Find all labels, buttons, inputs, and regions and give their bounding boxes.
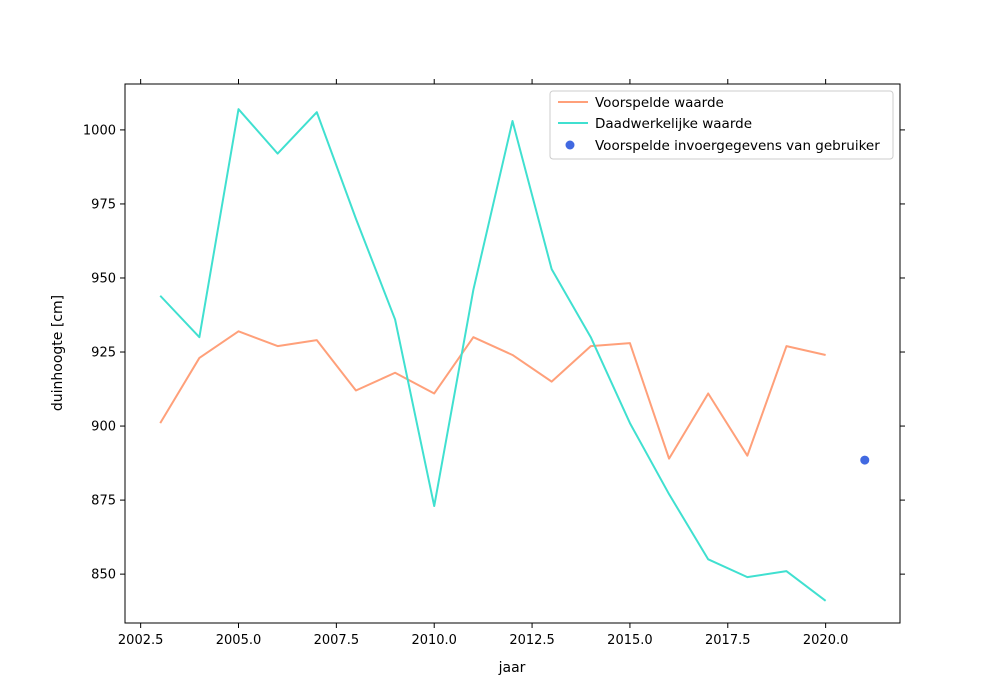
x-tick-label: 2002.5 bbox=[118, 633, 164, 648]
y-axis-title: duinhoogte [cm] bbox=[50, 295, 66, 411]
legend-label-actual: Daadwerkelijke waarde bbox=[595, 116, 752, 132]
x-tick-label: 2012.5 bbox=[509, 633, 555, 648]
y-tick-label: 875 bbox=[91, 494, 116, 509]
y-tick-label: 975 bbox=[91, 197, 116, 212]
x-tick-label: 2015.0 bbox=[607, 633, 653, 648]
legend-label-predicted: Voorspelde waarde bbox=[595, 95, 724, 111]
series-line-actual bbox=[159, 108, 827, 602]
x-tick-label: 2017.5 bbox=[705, 633, 751, 648]
plot-area bbox=[125, 84, 900, 623]
x-tick-label: 2005.0 bbox=[216, 633, 262, 648]
x-tick-label: 2010.0 bbox=[411, 633, 457, 648]
legend: Voorspelde waarde Daadwerkelijke waarde … bbox=[549, 90, 894, 160]
y-tick-label: 850 bbox=[91, 568, 116, 583]
y-tick-label: 900 bbox=[91, 420, 116, 435]
y-tick-label: 1000 bbox=[83, 123, 116, 138]
plot-frame bbox=[124, 83, 901, 624]
legend-marker-user-input bbox=[565, 140, 575, 150]
x-axis-title: jaar bbox=[498, 660, 526, 676]
x-tick-label: 2007.5 bbox=[314, 633, 360, 648]
legend-label-user-input: Voorspelde invoergegevens van gebruiker bbox=[595, 138, 880, 154]
y-tick-label: 925 bbox=[91, 346, 116, 361]
y-tick-label: 950 bbox=[91, 271, 116, 286]
x-tick-label: 2020.0 bbox=[803, 633, 849, 648]
series-line-predicted bbox=[159, 330, 826, 460]
data-point-user-input bbox=[860, 455, 870, 465]
legend-box bbox=[549, 90, 894, 160]
